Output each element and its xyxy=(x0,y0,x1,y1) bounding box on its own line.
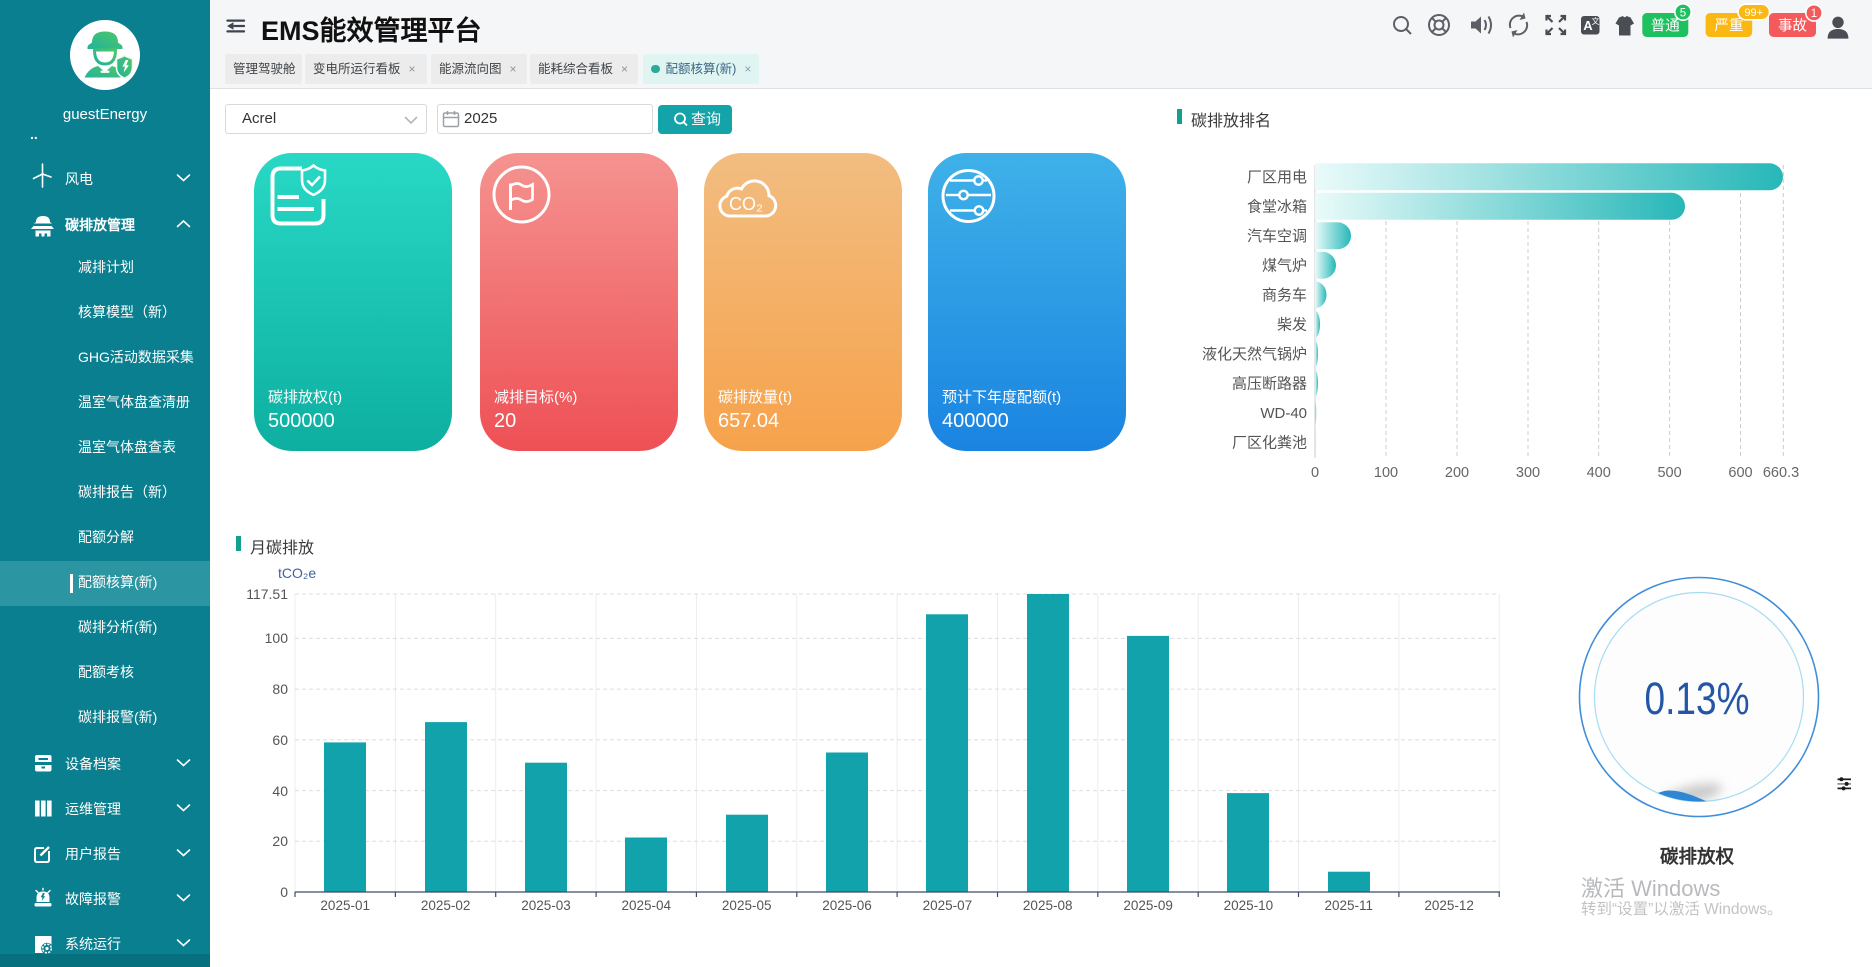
svg-text:40: 40 xyxy=(272,783,288,799)
svg-text:2025-05: 2025-05 xyxy=(722,898,772,913)
svg-text:2025-10: 2025-10 xyxy=(1224,898,1274,913)
svg-text:2025-09: 2025-09 xyxy=(1123,898,1173,913)
svg-text:汽车空调: 汽车空调 xyxy=(1247,228,1307,245)
svg-text:20: 20 xyxy=(272,833,288,849)
svg-text:2025-12: 2025-12 xyxy=(1424,898,1474,913)
svg-text:0.13%: 0.13% xyxy=(1645,673,1750,724)
svg-text:100: 100 xyxy=(265,630,289,646)
svg-text:300: 300 xyxy=(1516,465,1540,481)
svg-text:柴发: 柴发 xyxy=(1277,317,1307,334)
svg-text:WD-40: WD-40 xyxy=(1260,405,1307,422)
svg-text:80: 80 xyxy=(272,681,288,697)
svg-text:2025-04: 2025-04 xyxy=(622,898,672,913)
svg-text:2025-11: 2025-11 xyxy=(1325,898,1374,913)
svg-text:400: 400 xyxy=(1587,465,1611,481)
svg-text:0: 0 xyxy=(1311,465,1319,481)
svg-text:2025-07: 2025-07 xyxy=(923,898,973,913)
svg-text:117.51: 117.51 xyxy=(246,586,288,602)
svg-text:660.3: 660.3 xyxy=(1763,465,1799,481)
svg-text:煤气炉: 煤气炉 xyxy=(1262,258,1307,275)
svg-text:600: 600 xyxy=(1728,465,1752,481)
svg-text:高压断路器: 高压断路器 xyxy=(1232,376,1307,393)
svg-text:500: 500 xyxy=(1657,465,1681,481)
svg-text:2025-06: 2025-06 xyxy=(822,898,872,913)
svg-text:0: 0 xyxy=(280,884,288,900)
svg-text:食堂冰箱: 食堂冰箱 xyxy=(1247,199,1307,216)
svg-text:2025-01: 2025-01 xyxy=(320,898,370,913)
svg-text:2025-08: 2025-08 xyxy=(1023,898,1073,913)
svg-text:厂区化粪池: 厂区化粪池 xyxy=(1232,435,1307,452)
svg-text:200: 200 xyxy=(1445,465,1469,481)
svg-text:60: 60 xyxy=(272,732,288,748)
svg-text:液化天然气锅炉: 液化天然气锅炉 xyxy=(1202,346,1307,363)
svg-text:2025-02: 2025-02 xyxy=(421,898,471,913)
svg-text:100: 100 xyxy=(1374,465,1398,481)
svg-text:tCO₂e: tCO₂e xyxy=(278,565,316,581)
svg-text:商务车: 商务车 xyxy=(1262,287,1307,304)
svg-text:2025-03: 2025-03 xyxy=(521,898,571,913)
svg-text:厂区用电: 厂区用电 xyxy=(1247,169,1307,186)
